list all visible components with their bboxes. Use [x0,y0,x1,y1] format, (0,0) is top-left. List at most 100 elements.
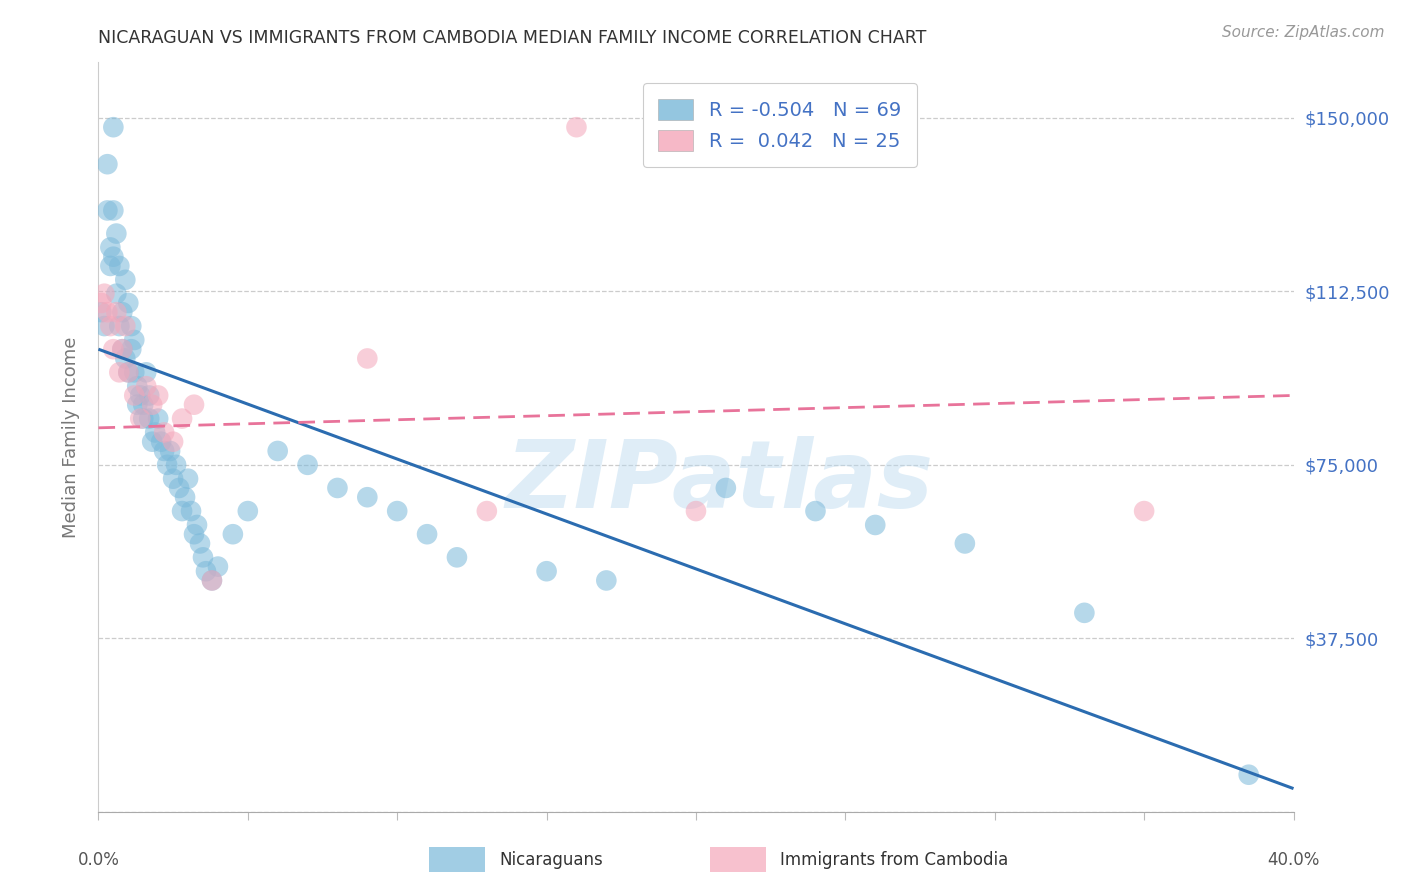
Point [135,365,157,379]
Point [108,319,131,334]
Point [148,411,170,425]
Point [103,120,125,135]
Point [111,305,134,319]
Point [865,518,887,533]
Point [98,240,122,254]
Point [98,259,122,273]
Point [180,504,202,518]
Point [105,305,128,319]
Point [186,518,208,533]
Point [132,398,155,412]
Point [93,286,115,301]
Legend: R = -0.504   N = 69, R =  0.042   N = 25: R = -0.504 N = 69, R = 0.042 N = 25 [643,83,917,167]
Point [114,319,136,334]
Point [475,504,498,518]
Point [174,490,197,504]
Point [201,574,224,588]
Point [297,458,319,472]
Point [129,411,152,425]
Point [177,472,200,486]
Point [565,120,588,135]
Point [129,388,152,402]
Point [416,527,439,541]
Point [183,398,205,412]
Point [953,536,976,550]
Point [150,434,173,449]
Point [222,527,245,541]
Point [159,444,181,458]
Point [804,504,827,518]
Point [141,434,163,449]
Text: NICARAGUAN VS IMMIGRANTS FROM CAMBODIA MEDIAN FAMILY INCOME CORRELATION CHART: NICARAGUAN VS IMMIGRANTS FROM CAMBODIA M… [98,29,927,47]
Point [162,472,184,486]
Point [103,250,125,264]
Point [117,365,139,379]
Point [124,333,146,347]
Point [356,351,378,366]
Point [135,379,157,393]
Text: Immigrants from Cambodia: Immigrants from Cambodia [780,851,1008,869]
Point [153,444,176,458]
Text: Nicaraguans: Nicaraguans [499,851,603,869]
Y-axis label: Median Family Income: Median Family Income [62,336,80,538]
Point [172,411,194,425]
Point [165,458,187,472]
Point [114,351,136,366]
Point [93,319,115,334]
Point [1133,504,1156,518]
Point [714,481,737,495]
Point [167,481,190,495]
Point [191,550,214,565]
Point [90,305,112,319]
Point [385,504,409,518]
Point [1073,606,1095,620]
Point [1237,768,1260,782]
Point [127,398,149,412]
Point [143,425,166,440]
Point [156,458,179,472]
Point [141,398,163,412]
Text: Source: ZipAtlas.com: Source: ZipAtlas.com [1222,25,1385,40]
Point [162,434,184,449]
Point [685,504,707,518]
Point [127,379,149,393]
Point [117,296,139,310]
Point [114,273,136,287]
Point [96,305,118,319]
Point [105,286,128,301]
Point [195,564,218,578]
Point [132,411,155,425]
Point [111,342,134,356]
Point [138,388,160,402]
Text: 40.0%: 40.0% [1267,851,1320,869]
Point [326,481,349,495]
Point [188,536,211,550]
Point [98,319,122,334]
Point [124,388,146,402]
Text: ZIPatlas: ZIPatlas [506,436,934,528]
Point [111,342,134,356]
Point [103,203,125,218]
Point [96,203,118,218]
Point [124,365,146,379]
Point [153,425,176,440]
Point [90,296,112,310]
Point [96,157,118,171]
Point [120,319,142,334]
Point [172,504,194,518]
Text: 0.0%: 0.0% [77,851,120,869]
Point [105,227,128,241]
Point [207,559,229,574]
Point [356,490,378,504]
Point [183,527,205,541]
Point [108,259,131,273]
Point [595,574,617,588]
Point [236,504,259,518]
Point [201,574,224,588]
Point [117,365,139,379]
Point [138,411,160,425]
Point [446,550,468,565]
Point [536,564,558,578]
Point [103,342,125,356]
Point [267,444,290,458]
